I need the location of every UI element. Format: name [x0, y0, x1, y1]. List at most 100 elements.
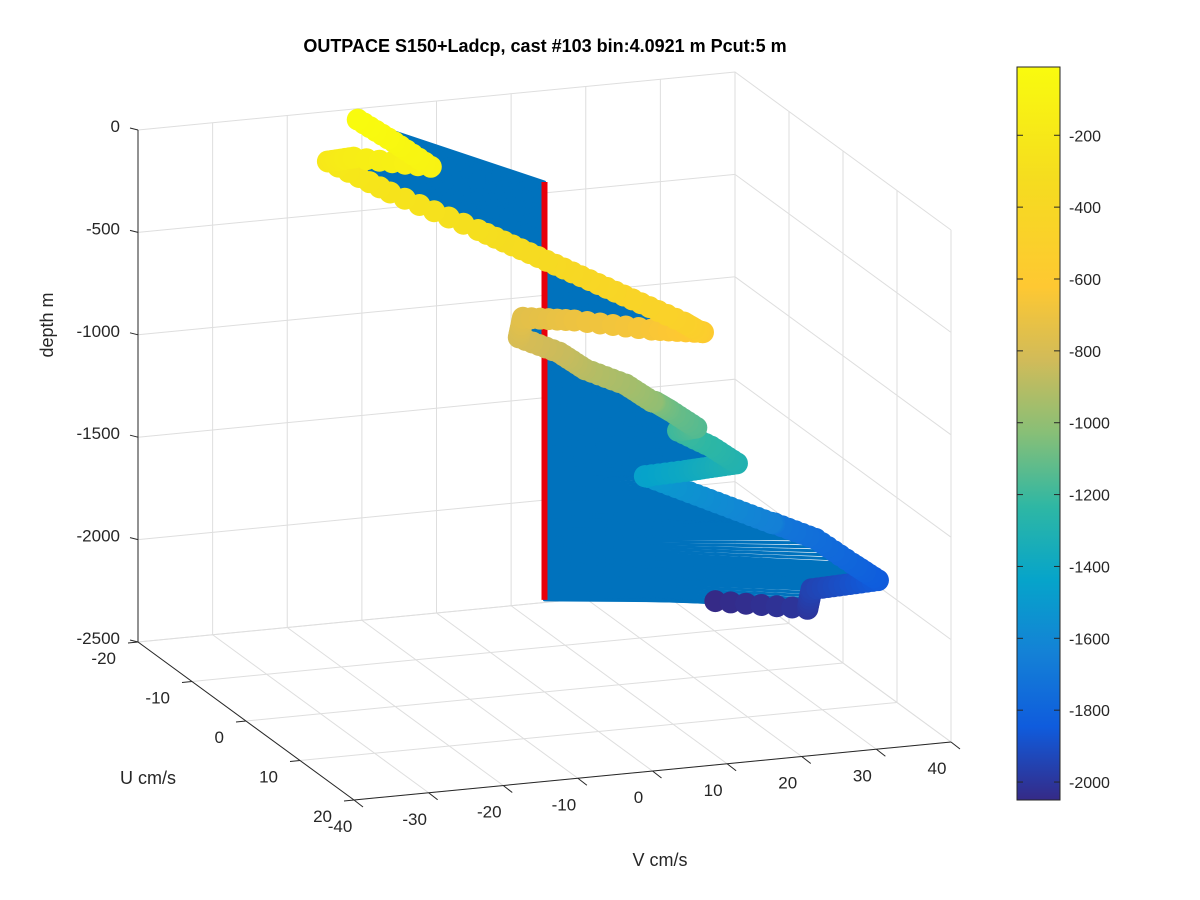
v-axis-tick-label: 10: [704, 781, 723, 800]
velocity-vector: [543, 547, 854, 565]
velocity-vector: [543, 513, 759, 520]
v-axis-tick-label: 40: [928, 759, 947, 778]
velocity-vector: [543, 427, 691, 438]
velocity-vector: [543, 550, 863, 571]
velocity-vector: [543, 511, 753, 517]
v-axis-tick-label: -40: [328, 817, 353, 836]
velocity-vector: [543, 529, 797, 535]
grid-line-depth: [137, 173, 952, 333]
colorbar-tick-label: -200: [1069, 128, 1101, 145]
colorbar-tick-label: -800: [1069, 344, 1101, 361]
colorbar-tick-label: -1800: [1069, 703, 1110, 720]
colorbar-tick-label: -1600: [1069, 631, 1110, 648]
depth-axis-tick-mark: [129, 229, 139, 233]
velocity-vector: [543, 555, 876, 579]
velocity-vector: [543, 509, 746, 515]
scatter-point: [346, 108, 369, 131]
velocity-vector: [543, 538, 824, 545]
velocity-vector: [543, 577, 814, 591]
colorbar-tick-label: -1400: [1069, 559, 1110, 576]
depth-axis-tick-label: -2500: [77, 629, 120, 648]
u-axis-tick-label: -20: [91, 649, 116, 668]
velocity-vector: [543, 543, 842, 557]
v-axis-tick-label: 20: [778, 774, 797, 793]
scatter-points: [316, 108, 889, 620]
v-axis-tick-mark: [801, 756, 812, 764]
v-axis-tick-mark: [577, 777, 588, 786]
velocity-vector: [543, 581, 812, 598]
v-axis-tick-mark: [353, 799, 364, 808]
velocity-vector: [543, 536, 818, 541]
depth-axis-tick-label: 0: [111, 117, 120, 136]
depth-axis-tick-label: -1500: [77, 424, 120, 443]
velocity-vector: [429, 165, 546, 202]
y-axis-label: U cm/s: [120, 768, 176, 788]
velocity-vector: [334, 158, 546, 220]
x-axis-label: V cm/s: [632, 850, 687, 870]
depth-axis-tick-label: -2000: [77, 527, 120, 546]
depth-axis-tick-mark: [129, 332, 139, 336]
v-axis-ticks: -40 -30 -20 -10 0 10 20 30 40: [328, 741, 961, 836]
depth-axis-tick-mark: [129, 639, 139, 643]
velocity-vector: [543, 540, 830, 549]
grid-line-floor-u: [191, 623, 790, 682]
colorbar-tick-label: -1000: [1069, 416, 1110, 433]
velocity-vector: [543, 437, 722, 454]
velocity-vector: [543, 410, 690, 424]
u-axis-tick-mark: [235, 720, 247, 723]
u-axis-tick-label: 10: [259, 768, 278, 787]
colorbar: -200 -400 -600 -800 -1000 -1200 -1400 -1600 -180…: [1016, 66, 1110, 801]
velocity-vector: [543, 553, 871, 577]
grid-line-depth: [137, 276, 952, 436]
u-axis-tick-label: 20: [313, 807, 332, 826]
v-axis-tick-mark: [726, 763, 737, 772]
colorbar-tick-label: -1200: [1069, 488, 1110, 505]
v-axis-tick-mark: [502, 785, 513, 793]
grid-line-floor-u: [299, 702, 898, 761]
u-axis-tick-mark: [289, 760, 301, 762]
depth-axis-tick-label: -500: [86, 219, 120, 238]
v-axis-tick-label: -10: [552, 795, 577, 814]
velocity-vector: [543, 598, 717, 603]
velocity-vector: [543, 436, 718, 451]
v-axis-tick-mark: [950, 741, 961, 750]
velocity-vector: [543, 507, 739, 512]
v-axis-tick-label: -30: [402, 810, 427, 829]
colorbar-tick-label: -400: [1069, 200, 1101, 217]
u-axis-tick-label: 0: [215, 728, 224, 747]
velocity-vector: [543, 408, 685, 421]
velocity-vector: [543, 532, 804, 537]
velocity-vector: [543, 527, 791, 534]
depth-axis-tick-label: -1000: [77, 322, 120, 341]
v-axis-tick-label: 0: [634, 788, 643, 807]
v-axis-tick-label: -20: [477, 803, 502, 822]
velocity-vector: [543, 552, 867, 574]
colorbar-ticks: -200 -400 -600 -800 -1000 -1200 -1400 -1600 -180…: [1017, 128, 1110, 792]
v-axis-tick-mark: [428, 792, 438, 801]
colorbar-gradient: [1016, 66, 1061, 801]
velocity-vector: [543, 425, 686, 435]
depth-axis-tick-mark: [129, 434, 139, 438]
velocity-vector: [543, 524, 784, 532]
depth-axis-tick-mark: [129, 127, 139, 131]
velocity-vector: [543, 545, 848, 561]
velocity-vector: [543, 412, 694, 427]
velocity-vector: [543, 475, 651, 489]
velocity-vector: [423, 161, 546, 201]
velocity-vector: [543, 514, 766, 522]
v-axis-tick-mark: [652, 770, 662, 779]
v-axis-tick-mark: [876, 748, 886, 757]
velocity-vector: [543, 424, 680, 433]
colorbar-tick-label: -600: [1069, 272, 1101, 289]
velocity-vector: [543, 439, 726, 457]
chart-title: OUTPACE S150+Ladcp, cast #103 bin:4.0921…: [303, 36, 786, 56]
velocity-vector: [543, 441, 730, 460]
u-axis-tick-label: -10: [145, 689, 170, 708]
grid-line-depth: [137, 71, 952, 231]
u-axis-tick-mark: [127, 641, 139, 644]
depth-axis-ticks: 0 -500 -1000 -1500 -2000 -2500: [77, 117, 139, 648]
colorbar-tick-label: -2000: [1069, 775, 1110, 792]
u-axis-ticks: -20 -10 0 10 20: [91, 641, 355, 826]
grid-line-depth: [137, 378, 952, 538]
